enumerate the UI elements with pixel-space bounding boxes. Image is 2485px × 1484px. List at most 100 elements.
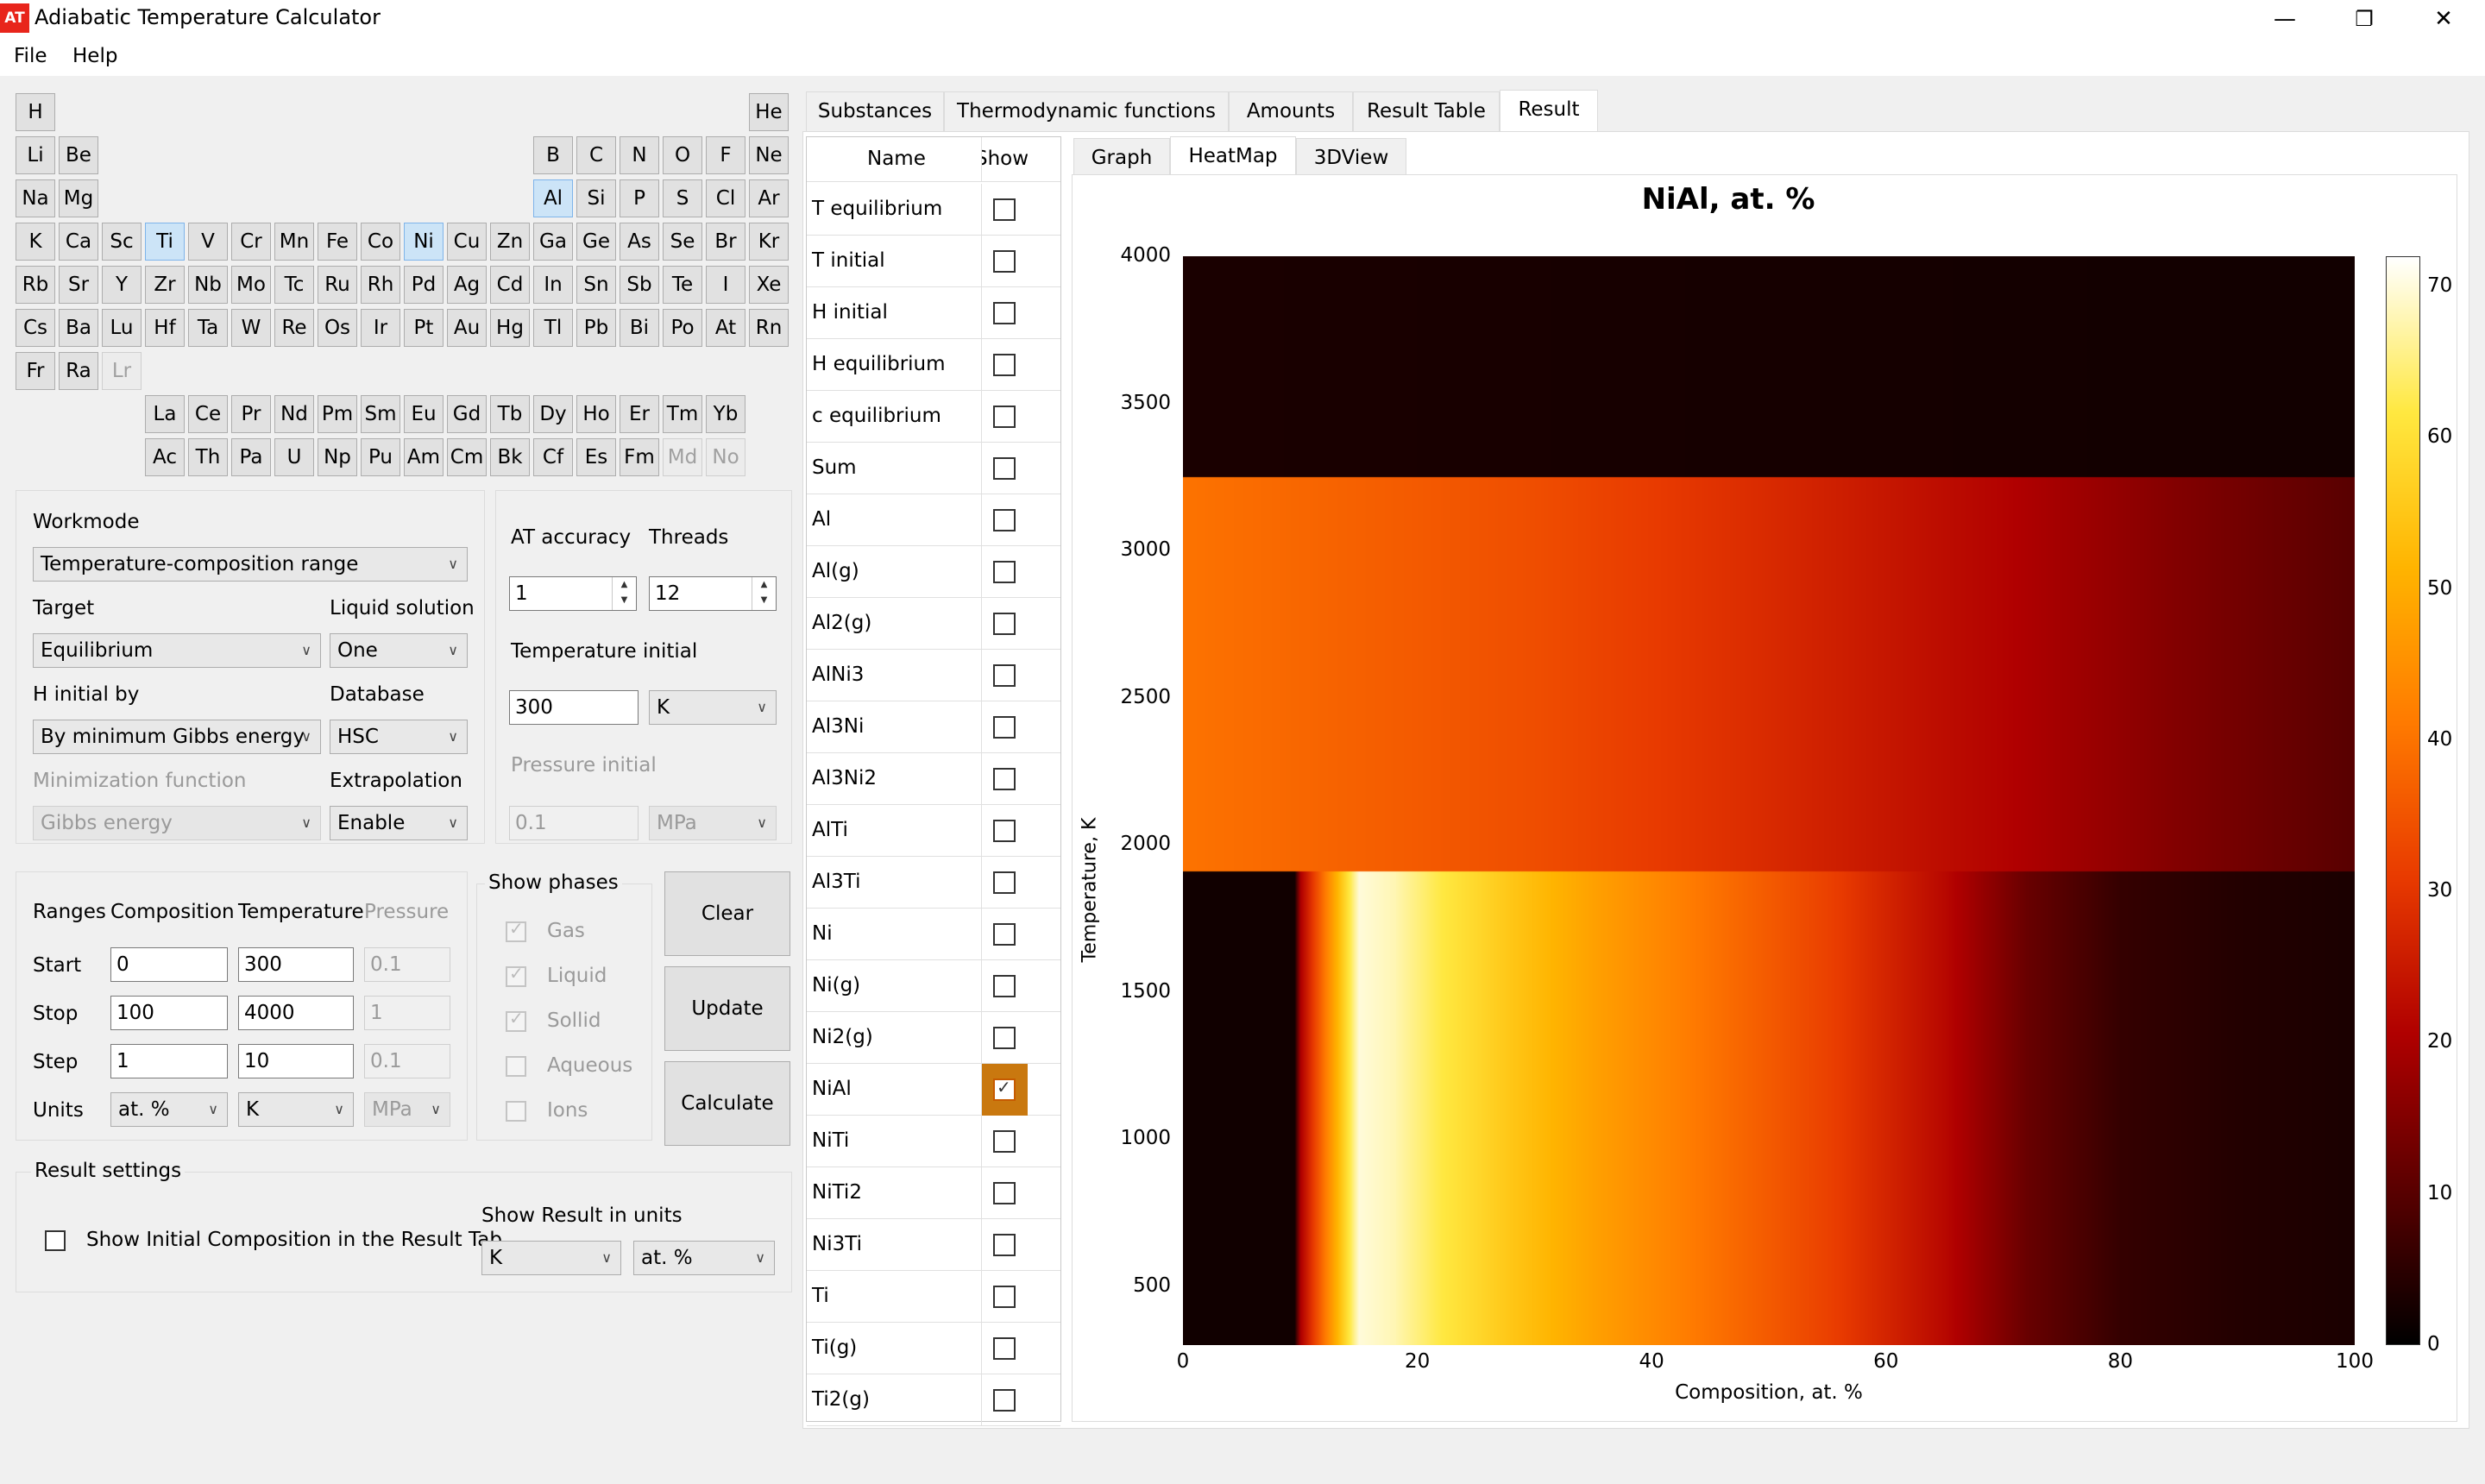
element-hf-button[interactable]: Hf: [145, 309, 185, 347]
show-checkbox[interactable]: [993, 664, 1016, 687]
show-checkbox[interactable]: [993, 871, 1016, 894]
threads-spinbox[interactable]: 12 ▲ ▼: [649, 576, 777, 611]
element-n-button[interactable]: N: [620, 136, 659, 174]
pressure-step-input[interactable]: 0.1: [364, 1044, 450, 1078]
show-checkbox[interactable]: [993, 1130, 1016, 1153]
element-ac-button[interactable]: Ac: [145, 438, 185, 476]
element-u-button[interactable]: U: [274, 438, 314, 476]
element-md-button[interactable]: Md: [663, 438, 702, 476]
list-item[interactable]: Ti: [807, 1271, 1060, 1323]
element-os-button[interactable]: Os: [318, 309, 357, 347]
show-checkbox[interactable]: [993, 354, 1016, 376]
list-item[interactable]: H initial: [807, 287, 1060, 339]
show-checkbox[interactable]: [993, 198, 1016, 221]
phase-sollid-checkbox[interactable]: ✓: [506, 1008, 526, 1032]
element-nd-button[interactable]: Nd: [274, 395, 314, 433]
list-item[interactable]: AlTi: [807, 805, 1060, 857]
element-bk-button[interactable]: Bk: [490, 438, 530, 476]
target-select[interactable]: Equilibrium ∨: [33, 633, 321, 668]
element-bi-button[interactable]: Bi: [620, 309, 659, 347]
element-ru-button[interactable]: Ru: [318, 266, 357, 304]
subtab-graph[interactable]: Graph: [1073, 138, 1170, 176]
element-la-button[interactable]: La: [145, 395, 185, 433]
element-hg-button[interactable]: Hg: [490, 309, 530, 347]
update-button[interactable]: Update: [664, 966, 790, 1051]
element-eu-button[interactable]: Eu: [404, 395, 444, 433]
element-ta-button[interactable]: Ta: [188, 309, 228, 347]
element-sc-button[interactable]: Sc: [102, 223, 142, 261]
element-pm-button[interactable]: Pm: [318, 395, 357, 433]
show-checkbox[interactable]: [993, 250, 1016, 273]
element-am-button[interactable]: Am: [404, 438, 444, 476]
subtab-heatmap[interactable]: HeatMap: [1170, 136, 1296, 176]
subtab-3dview[interactable]: 3DView: [1296, 138, 1406, 176]
element-b-button[interactable]: B: [533, 136, 573, 174]
pressure-initial-input[interactable]: 0.1: [509, 806, 639, 840]
show-checkbox[interactable]: [993, 457, 1016, 480]
show-checkbox[interactable]: [993, 302, 1016, 324]
element-pr-button[interactable]: Pr: [231, 395, 271, 433]
show-checkbox[interactable]: [993, 923, 1016, 946]
list-item[interactable]: Sum: [807, 443, 1060, 494]
composition-stop-input[interactable]: 100: [110, 996, 228, 1030]
list-item[interactable]: Ni(g): [807, 960, 1060, 1012]
element-fm-button[interactable]: Fm: [620, 438, 659, 476]
element-xe-button[interactable]: Xe: [749, 266, 789, 304]
show-checkbox[interactable]: [993, 613, 1016, 635]
element-at-button[interactable]: At: [706, 309, 746, 347]
spin-arrows-icon[interactable]: ▲ ▼: [752, 577, 776, 610]
list-item[interactable]: Ni2(g): [807, 1012, 1060, 1064]
element-pa-button[interactable]: Pa: [231, 438, 271, 476]
show-column-header[interactable]: Show: [982, 148, 1028, 170]
element-co-button[interactable]: Co: [361, 223, 400, 261]
list-item[interactable]: Al3Ni2: [807, 753, 1060, 805]
element-np-button[interactable]: Np: [318, 438, 357, 476]
element-fe-button[interactable]: Fe: [318, 223, 357, 261]
show-checkbox[interactable]: [993, 1027, 1016, 1049]
element-k-button[interactable]: K: [16, 223, 55, 261]
list-item[interactable]: Al(g): [807, 546, 1060, 598]
minimization-function-select[interactable]: Gibbs energy ∨: [33, 806, 321, 840]
element-nb-button[interactable]: Nb: [188, 266, 228, 304]
temperature-unit-select[interactable]: K ∨: [649, 690, 777, 725]
list-item[interactable]: Al: [807, 494, 1060, 546]
h-initial-select[interactable]: By minimum Gibbs energy ∨: [33, 720, 321, 754]
element-ba-button[interactable]: Ba: [59, 309, 98, 347]
element-br-button[interactable]: Br: [706, 223, 746, 261]
element-ge-button[interactable]: Ge: [576, 223, 616, 261]
pressure-unit-select[interactable]: MPa ∨: [649, 806, 777, 840]
element-sb-button[interactable]: Sb: [620, 266, 659, 304]
element-cr-button[interactable]: Cr: [231, 223, 271, 261]
phase-liquid-checkbox[interactable]: ✓: [506, 963, 526, 987]
list-item[interactable]: NiAl ✓: [807, 1064, 1060, 1116]
element-kr-button[interactable]: Kr: [749, 223, 789, 261]
element-cf-button[interactable]: Cf: [533, 438, 573, 476]
list-item[interactable]: Ni: [807, 909, 1060, 960]
element-cd-button[interactable]: Cd: [490, 266, 530, 304]
at-accuracy-spinbox[interactable]: 1 ▲ ▼: [509, 576, 637, 611]
element-sn-button[interactable]: Sn: [576, 266, 616, 304]
element-c-button[interactable]: C: [576, 136, 616, 174]
element-ra-button[interactable]: Ra: [59, 352, 98, 390]
element-as-button[interactable]: As: [620, 223, 659, 261]
element-na-button[interactable]: Na: [16, 179, 55, 217]
element-y-button[interactable]: Y: [102, 266, 142, 304]
element-rn-button[interactable]: Rn: [749, 309, 789, 347]
element-w-button[interactable]: W: [231, 309, 271, 347]
temperature-initial-input[interactable]: 300: [509, 690, 639, 725]
minimize-button[interactable]: —: [2274, 6, 2296, 32]
element-gd-button[interactable]: Gd: [447, 395, 487, 433]
list-item[interactable]: AlNi3: [807, 650, 1060, 701]
result-unit-temperature-select[interactable]: K ∨: [481, 1241, 621, 1275]
element-he-button[interactable]: He: [749, 93, 789, 131]
element-f-button[interactable]: F: [706, 136, 746, 174]
element-be-button[interactable]: Be: [59, 136, 98, 174]
list-item[interactable]: Ni3Ti: [807, 1219, 1060, 1271]
pressure-start-input[interactable]: 0.1: [364, 947, 450, 982]
list-item[interactable]: Al3Ni: [807, 701, 1060, 753]
element-sm-button[interactable]: Sm: [361, 395, 400, 433]
element-al-button[interactable]: Al: [533, 179, 573, 217]
result-unit-composition-select[interactable]: at. % ∨: [633, 1241, 775, 1275]
pressure-stop-input[interactable]: 1: [364, 996, 450, 1030]
composition-start-input[interactable]: 0: [110, 947, 228, 982]
